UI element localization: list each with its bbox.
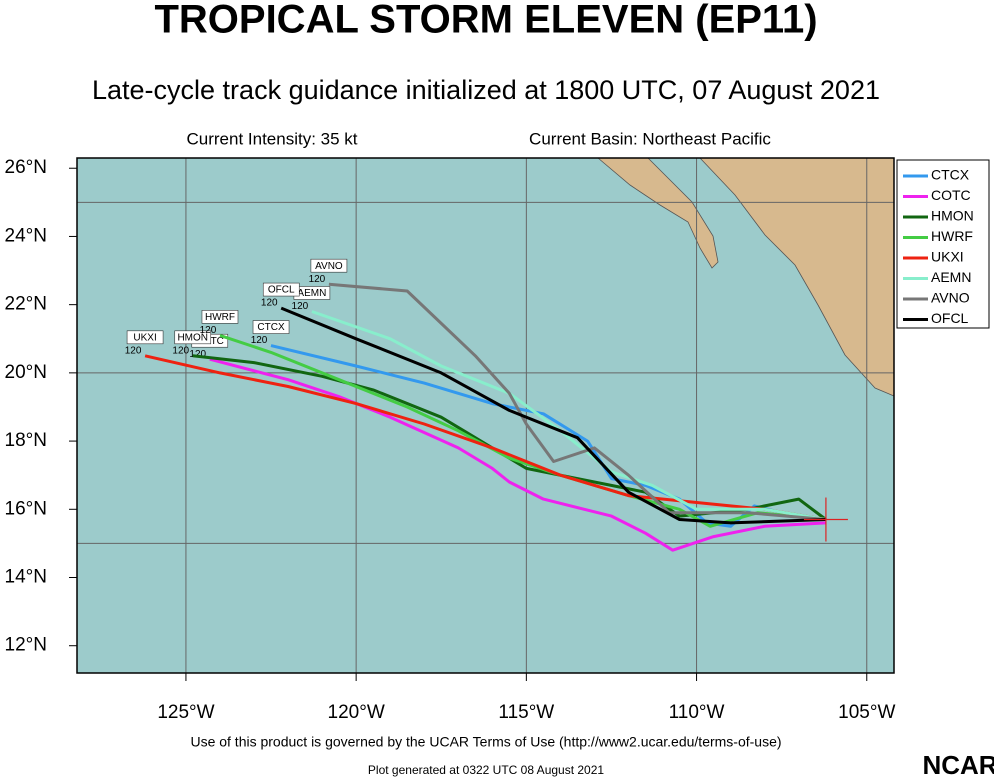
end-label-name: CTCX [257, 322, 285, 333]
end-label-hour: 120 [251, 335, 268, 346]
track-line [144, 354, 827, 521]
end-label-name: HWRF [205, 312, 235, 323]
legend-label: UKXI [931, 249, 964, 265]
x-tick-label: 125°W [157, 702, 214, 723]
y-tick-label: 24°N [5, 225, 47, 246]
end-label-box [174, 330, 212, 345]
end-label-hour: 120 [172, 345, 189, 356]
end-label-box [126, 330, 164, 345]
chart-subtitle: Late-cycle track guidance initialized at… [92, 75, 880, 105]
end-label-box [262, 282, 300, 297]
legend-label: HWRF [931, 228, 973, 244]
tracks: CTCX120COTC120HMON120HWRF120UKXI120AEMN1… [125, 258, 827, 552]
x-tick-label: 115°W [498, 702, 554, 723]
land [596, 157, 719, 269]
x-tick-label: 120°W [328, 702, 385, 723]
logo: NCAR [922, 750, 994, 780]
legend-label: AVNO [931, 290, 970, 306]
end-label-box [310, 258, 348, 273]
y-tick-label: 20°N [5, 362, 47, 383]
end-label-hour: 120 [309, 274, 326, 285]
end-label-name: HMON [177, 332, 208, 343]
y-tick-label: 18°N [5, 430, 47, 451]
legend-label: HMON [931, 208, 974, 224]
legend-label: AEMN [931, 269, 971, 285]
y-tick-label: 14°N [5, 567, 47, 588]
ocean [77, 158, 894, 673]
end-label-name: OFCL [268, 285, 295, 296]
track-line [219, 333, 827, 528]
x-tick-label: 105°W [838, 702, 895, 723]
legend-label: COTC [931, 187, 971, 203]
end-label-hour: 120 [261, 298, 278, 309]
end-label-name: AVNO [315, 261, 343, 272]
x-tick-label: 110°W [669, 702, 725, 723]
y-tick-label: 16°N [5, 498, 47, 519]
basin: Current Basin: Northeast Pacific [529, 129, 771, 148]
y-tick-label: 12°N [5, 635, 47, 656]
legend-label: CTCX [931, 167, 970, 183]
generated: Plot generated at 0322 UTC 08 August 202… [368, 763, 604, 777]
chart-title: TROPICAL STORM ELEVEN (EP11) [154, 0, 817, 42]
end-label-name: UKXI [133, 332, 156, 343]
end-label-hour: 120 [200, 325, 217, 336]
footer: Use of this product is governed by the U… [190, 734, 781, 750]
track-line [328, 282, 827, 521]
plot-frame [76, 157, 895, 674]
end-label-hour: 120 [125, 345, 142, 356]
end-label-box [252, 320, 290, 334]
end-label-box [201, 310, 239, 324]
intensity: Current Intensity: 35 kt [186, 129, 357, 148]
end-label-hour: 120 [292, 301, 309, 312]
legend-label: OFCL [931, 310, 969, 326]
track-line [280, 306, 826, 525]
y-tick-label: 22°N [5, 294, 47, 315]
end-label-name: AEMN [297, 288, 326, 299]
y-tick-label: 26°N [5, 157, 47, 178]
end-label-hour: 120 [189, 349, 206, 360]
